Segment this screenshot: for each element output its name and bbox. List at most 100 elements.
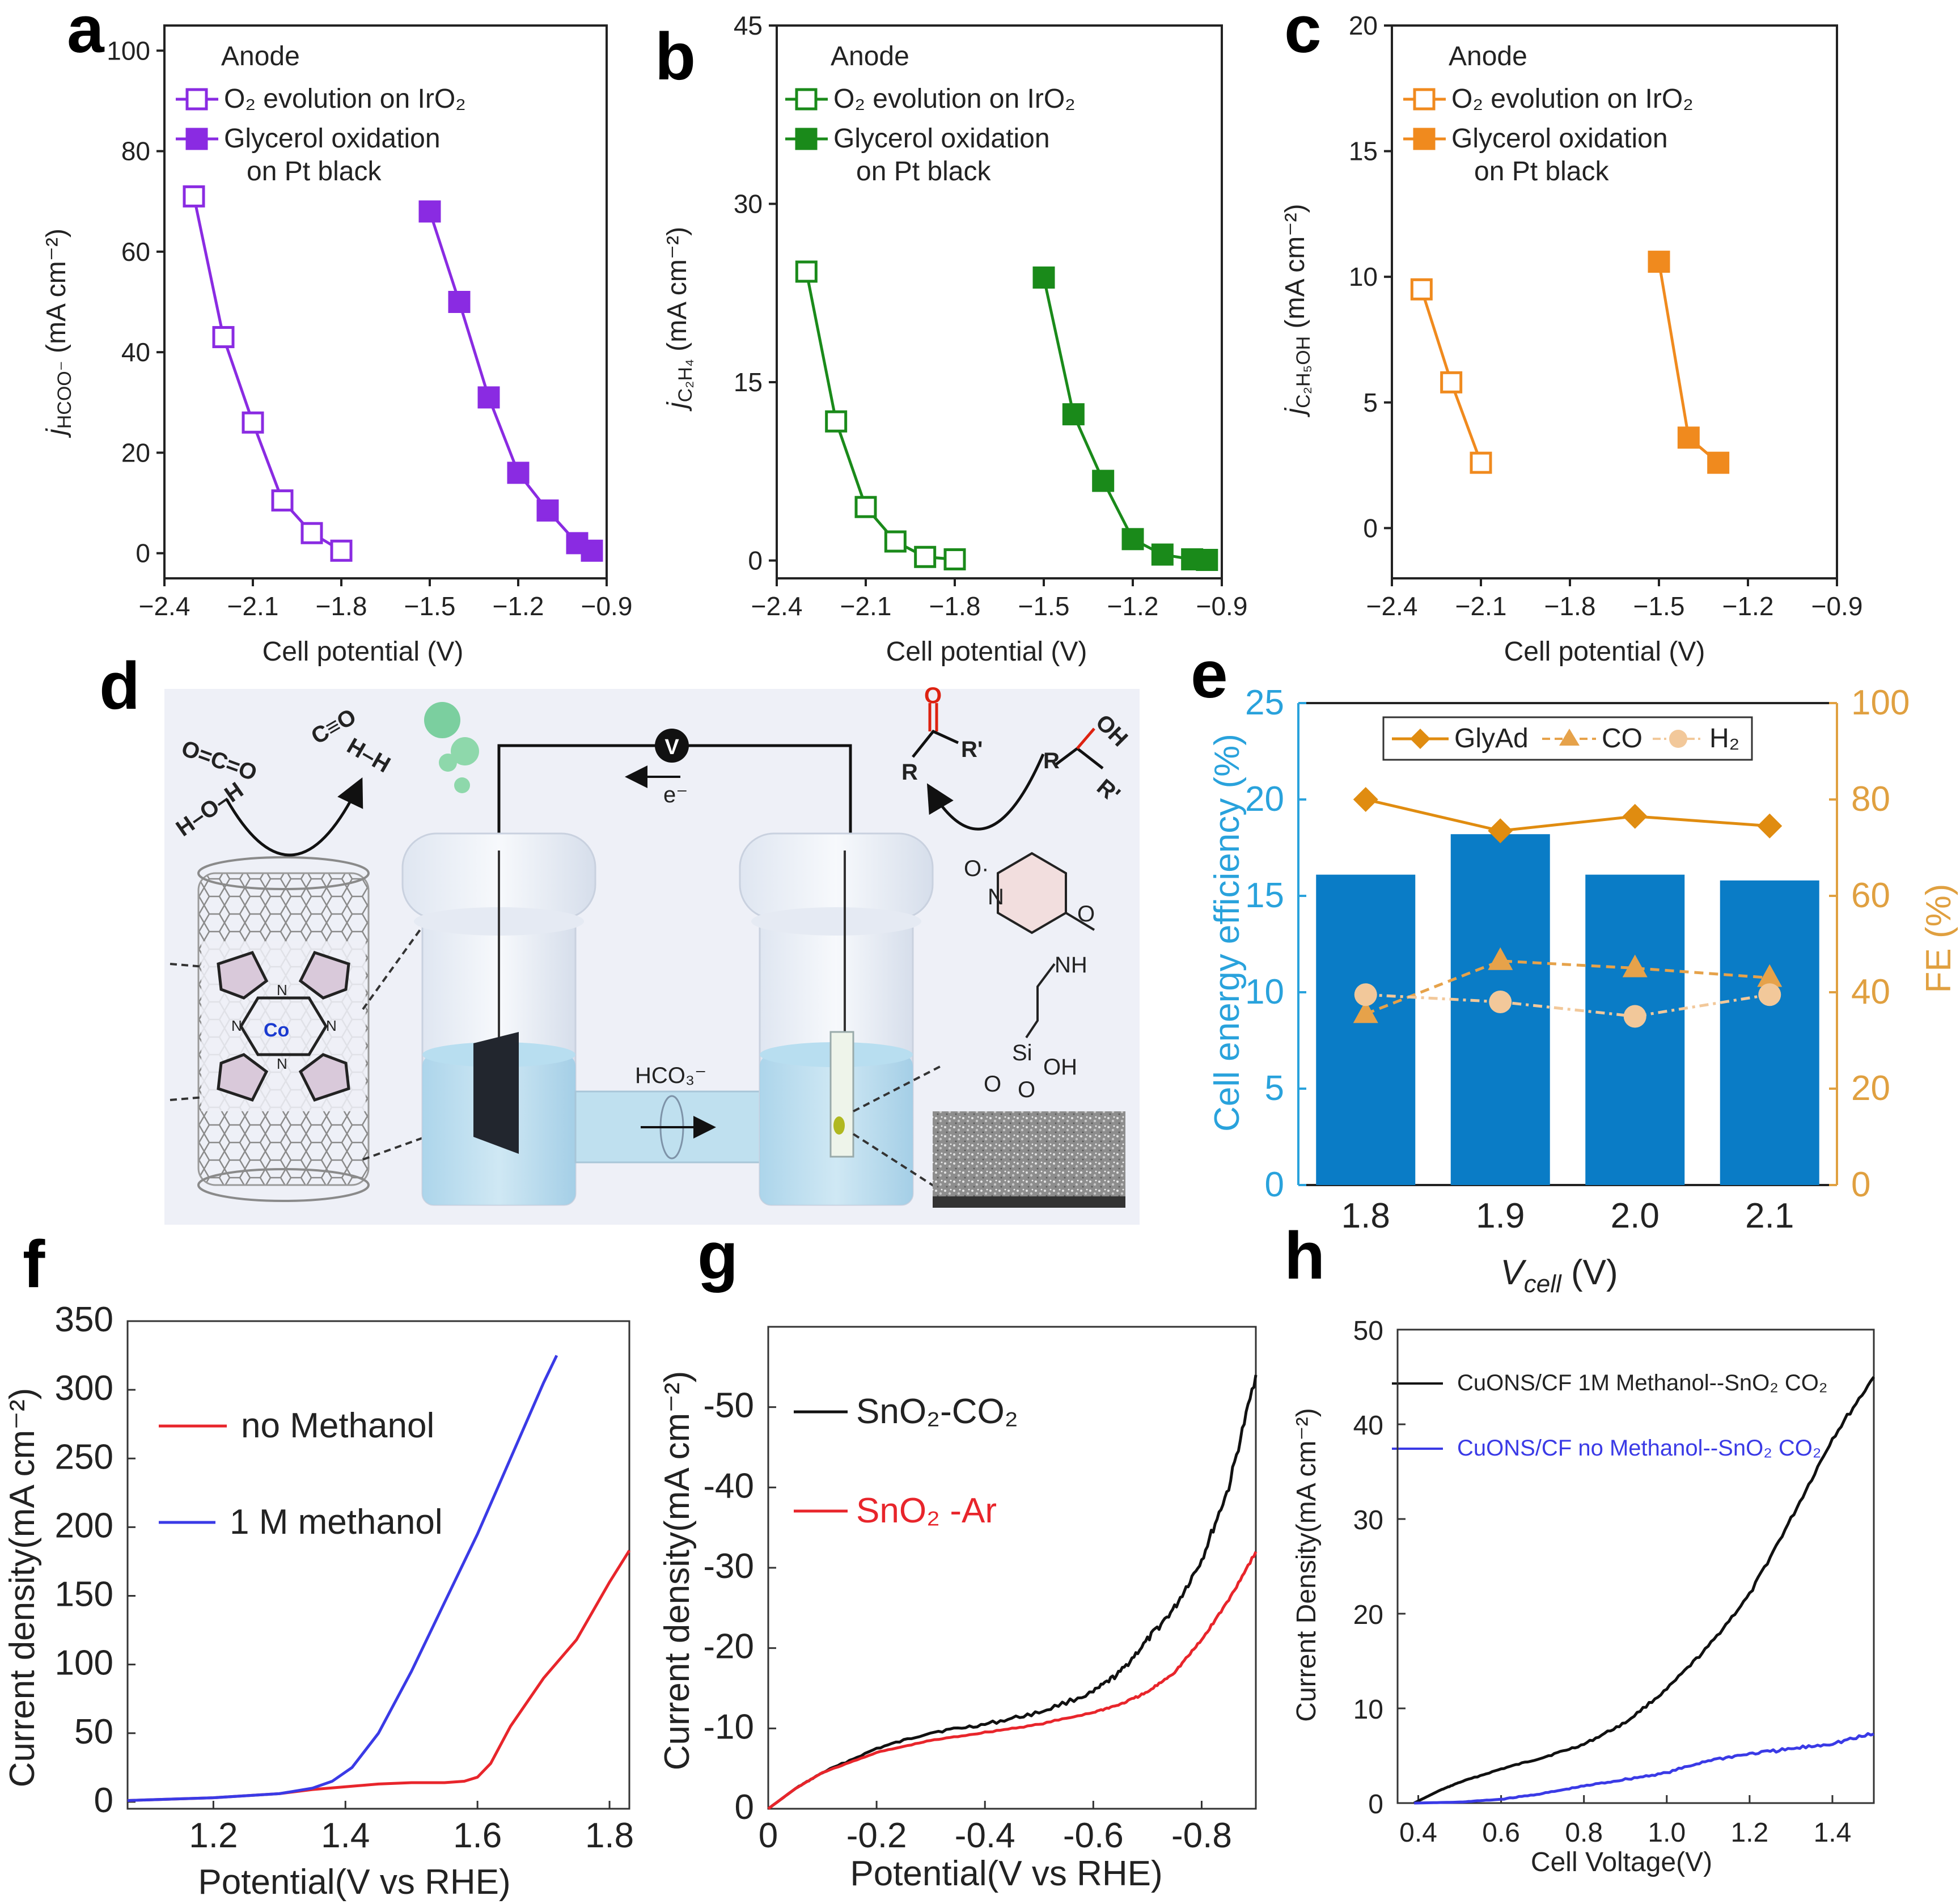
fe-line xyxy=(1365,959,1770,1016)
electron-label: e⁻ xyxy=(663,782,688,807)
x-axis-label: Cell Voltage(V) xyxy=(1531,1847,1712,1877)
x-tick-label: −2.1 xyxy=(227,591,279,621)
legend-marker-filled-square xyxy=(185,128,208,150)
x-tick-label: 2.0 xyxy=(1611,1196,1660,1236)
data-point-filled-square xyxy=(448,291,471,313)
data-point-circle xyxy=(1489,991,1512,1013)
legend-marker-open-square xyxy=(795,88,818,111)
tempo-silane-molecule: O· N O NH Si OH O O xyxy=(933,852,1125,1208)
siloxane-oxygen: O xyxy=(984,1072,1001,1097)
legend-title: Anode xyxy=(831,41,909,71)
tempo-nitrogen: N xyxy=(988,885,1004,909)
siloxane-oxygen: O xyxy=(1018,1077,1035,1102)
plot-frame xyxy=(126,1320,630,1810)
y-tick-label: 15 xyxy=(734,367,763,397)
panel-label-h: h xyxy=(1284,1218,1325,1293)
legend-marker-circle xyxy=(1669,730,1687,748)
y-tick-label: 100 xyxy=(55,1644,113,1683)
plot-frame xyxy=(163,24,608,579)
y2-tick-label: 20 xyxy=(1851,1069,1890,1108)
data-point-filled-square xyxy=(581,539,603,562)
x-tick-label: −1.8 xyxy=(1544,591,1596,621)
y-tick-label: 15 xyxy=(1245,876,1284,915)
legend-marker-filled-square xyxy=(1413,128,1436,150)
panel-a: Anode O₂ evolution on IrO₂ Glycerol oxid… xyxy=(41,41,466,667)
data-point-open-square xyxy=(330,539,353,562)
data-point-filled-square xyxy=(418,200,441,223)
x-tick-label: −0.9 xyxy=(581,591,633,621)
panel-label-g: g xyxy=(697,1218,738,1293)
data-point-filled-square xyxy=(1151,543,1174,566)
r-group: R xyxy=(901,760,918,785)
data-point-filled-square xyxy=(1677,426,1700,449)
gas-bubble xyxy=(451,737,479,765)
data-point-open-square xyxy=(854,496,877,518)
y-tick-label: 20 xyxy=(1353,1600,1383,1630)
legend-label-glycerol-2: on Pt black xyxy=(1474,156,1609,187)
data-point-filled-square xyxy=(1032,266,1055,289)
amide-oxygen: O xyxy=(1077,902,1095,926)
x-tick-label: 2.1 xyxy=(1745,1196,1794,1236)
series-line xyxy=(1414,1732,1874,1805)
data-point-circle xyxy=(1354,983,1377,1006)
carbon-nanotube-illustration: Co N N N N xyxy=(170,856,466,1202)
x-tick-label: 1.2 xyxy=(189,1816,238,1855)
chart-h: 0.4 0.6 0.8 1.0 1.2 1.4 0 10 20 30 40 50 xyxy=(1353,1316,1875,1848)
x-tick-label: −1.5 xyxy=(1633,591,1685,621)
series-line xyxy=(192,196,342,552)
y2-tick-label: 60 xyxy=(1851,876,1890,915)
y-tick-label: 0 xyxy=(735,1788,754,1827)
series-line xyxy=(127,1355,558,1802)
y-tick-label: 10 xyxy=(1353,1695,1383,1725)
x-axis-label: Vcell (V) xyxy=(1500,1253,1618,1298)
data-point-open-square xyxy=(825,410,848,433)
y2-tick-label: 40 xyxy=(1851,972,1890,1012)
y-axis-label: Cell energy efficiency (%) xyxy=(1208,734,1247,1132)
panel-h: CuONS/CF 1M Methanol--SnO₂ CO₂ CuONS/CF … xyxy=(1292,1370,1827,1877)
chart-a: −2.4 −2.1 −1.8 −1.5 −1.2 −0.9 0 20 40 60 80 100 xyxy=(107,24,633,621)
reaction-arrow xyxy=(225,777,363,857)
legend-label-o2: O₂ evolution on IrO₂ xyxy=(833,84,1076,114)
data-point-open-square xyxy=(300,522,323,544)
panel-label-b: b xyxy=(655,19,696,94)
reaction-arrow xyxy=(926,754,1045,831)
data-point-diamond xyxy=(1488,818,1513,844)
nitrogen-label: N xyxy=(231,1017,242,1034)
panel-g: SnO₂-CO₂ SnO₂ -Ar Potential(V vs RHE) Cu… xyxy=(658,1371,1163,1893)
x-tick-label: −1.5 xyxy=(404,591,456,621)
data-point-open-square xyxy=(795,260,818,283)
data-point-open-square xyxy=(242,411,264,434)
x-tick-label: 1.0 xyxy=(1648,1818,1686,1848)
y-tick-label: 20 xyxy=(1349,11,1378,40)
data-point-filled-square xyxy=(1121,528,1144,551)
legend-g: SnO₂-CO₂ SnO₂ -Ar xyxy=(794,1392,1018,1530)
y-tick-label: 150 xyxy=(55,1575,113,1614)
external-circuit: V e⁻ xyxy=(497,729,852,833)
data-point-circle xyxy=(1758,983,1781,1006)
data-point-triangle xyxy=(1622,954,1648,978)
legend-label-sno2-ar: SnO₂ -Ar xyxy=(856,1491,997,1530)
legend-e: GlyAd CO H₂ xyxy=(1382,716,1753,761)
y-tick-label: 50 xyxy=(74,1712,113,1751)
legend-f: no Methanol 1 M methanol xyxy=(159,1406,443,1542)
data-point-circle xyxy=(1623,1005,1646,1028)
x-tick-label: 0.4 xyxy=(1399,1818,1437,1848)
x-tick-label: −1.2 xyxy=(1722,591,1774,621)
legend-a: Anode O₂ evolution on IrO₂ Glycerol oxid… xyxy=(176,41,466,187)
x-tick-label: -0.2 xyxy=(846,1816,907,1855)
x-tick-label: -0.6 xyxy=(1063,1816,1124,1855)
nitrogen-label: N xyxy=(326,1017,337,1034)
panel-e: GlyAd CO H₂ Cell energy efficiency (%) F… xyxy=(1208,716,1958,1298)
legend-label-co: CO xyxy=(1602,723,1642,754)
data-point-filled-square xyxy=(1062,403,1085,426)
panel-d-schematic: Co N N N N O=C=O H–O–H C≡O H–H xyxy=(164,683,1140,1225)
y-tick-label: 30 xyxy=(734,189,763,219)
series-line xyxy=(1413,1376,1875,1805)
data-point-filled-square xyxy=(507,462,530,484)
legend-marker-open-square xyxy=(1413,88,1436,111)
panel-label-d: d xyxy=(99,649,140,723)
y-tick-label: 25 xyxy=(1245,683,1284,722)
x-axis-label: Potential(V vs RHE) xyxy=(198,1863,510,1902)
plot-frame xyxy=(1391,24,1838,579)
